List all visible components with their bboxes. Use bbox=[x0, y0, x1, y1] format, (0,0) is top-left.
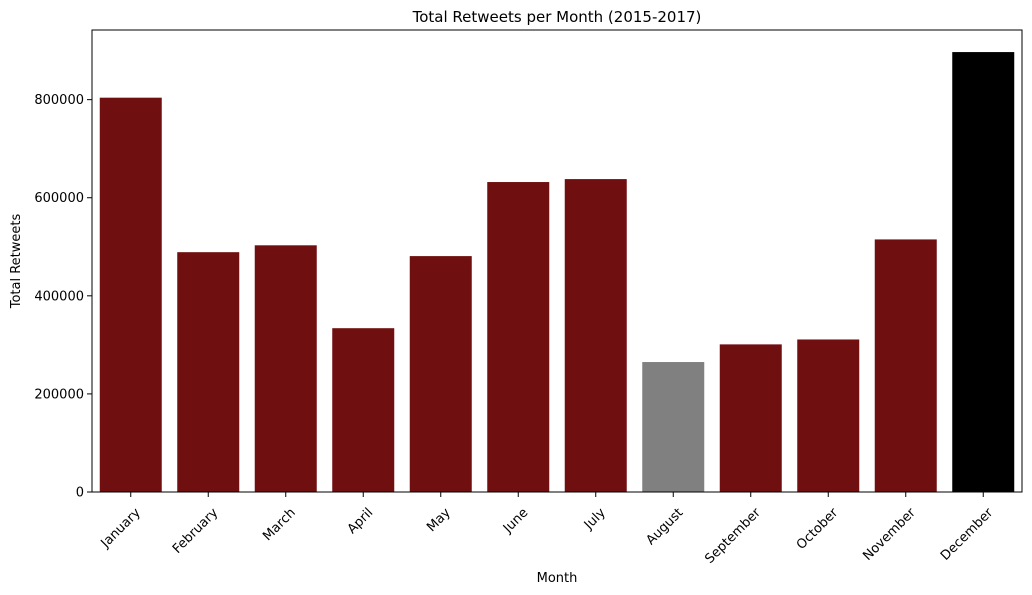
bar-december bbox=[952, 52, 1015, 492]
x-tick-label-may: May bbox=[424, 505, 454, 535]
bar-august bbox=[642, 362, 705, 492]
bar-february bbox=[177, 252, 240, 492]
plot-frame bbox=[91, 29, 1023, 493]
x-tick-label-june: June bbox=[500, 505, 531, 536]
bar-july bbox=[564, 179, 627, 493]
x-axis: January February March April May June July Augu… bbox=[98, 492, 997, 567]
y-tick-label: 200000 bbox=[34, 387, 84, 402]
y-tick-label: 600000 bbox=[34, 191, 84, 206]
bar-may bbox=[409, 256, 472, 492]
x-tick-label-january: January bbox=[98, 505, 144, 551]
x-tick-label-september: September bbox=[702, 505, 764, 567]
y-tick-label: 400000 bbox=[34, 289, 84, 304]
x-axis-label: Month bbox=[537, 571, 578, 586]
x-tick-label-march: March bbox=[260, 505, 299, 544]
y-tick-label: 0 bbox=[76, 486, 84, 501]
chart-title: Total Retweets per Month (2015-2017) bbox=[412, 8, 702, 26]
x-tick-label-august: August bbox=[644, 505, 687, 548]
x-tick-label-july: July bbox=[581, 505, 609, 533]
x-tick-label-february: February bbox=[170, 505, 222, 557]
bars-group bbox=[99, 52, 1015, 493]
x-tick-label-november: November bbox=[860, 505, 919, 564]
bar-september bbox=[719, 344, 782, 492]
y-axis-label: Total Retweets bbox=[9, 214, 24, 310]
bar-october bbox=[797, 339, 860, 492]
bar-november bbox=[874, 239, 937, 492]
x-tick-label-december: December bbox=[938, 505, 997, 564]
y-tick-label: 800000 bbox=[34, 93, 84, 108]
bar-march bbox=[254, 245, 317, 492]
bar-june bbox=[487, 182, 550, 493]
bar-april bbox=[332, 328, 395, 492]
bar-january bbox=[99, 97, 162, 493]
y-axis: 0 200000 400000 600000 800000 bbox=[34, 93, 92, 501]
x-tick-label-october: October bbox=[794, 505, 842, 553]
x-tick-label-april: April bbox=[345, 505, 377, 537]
